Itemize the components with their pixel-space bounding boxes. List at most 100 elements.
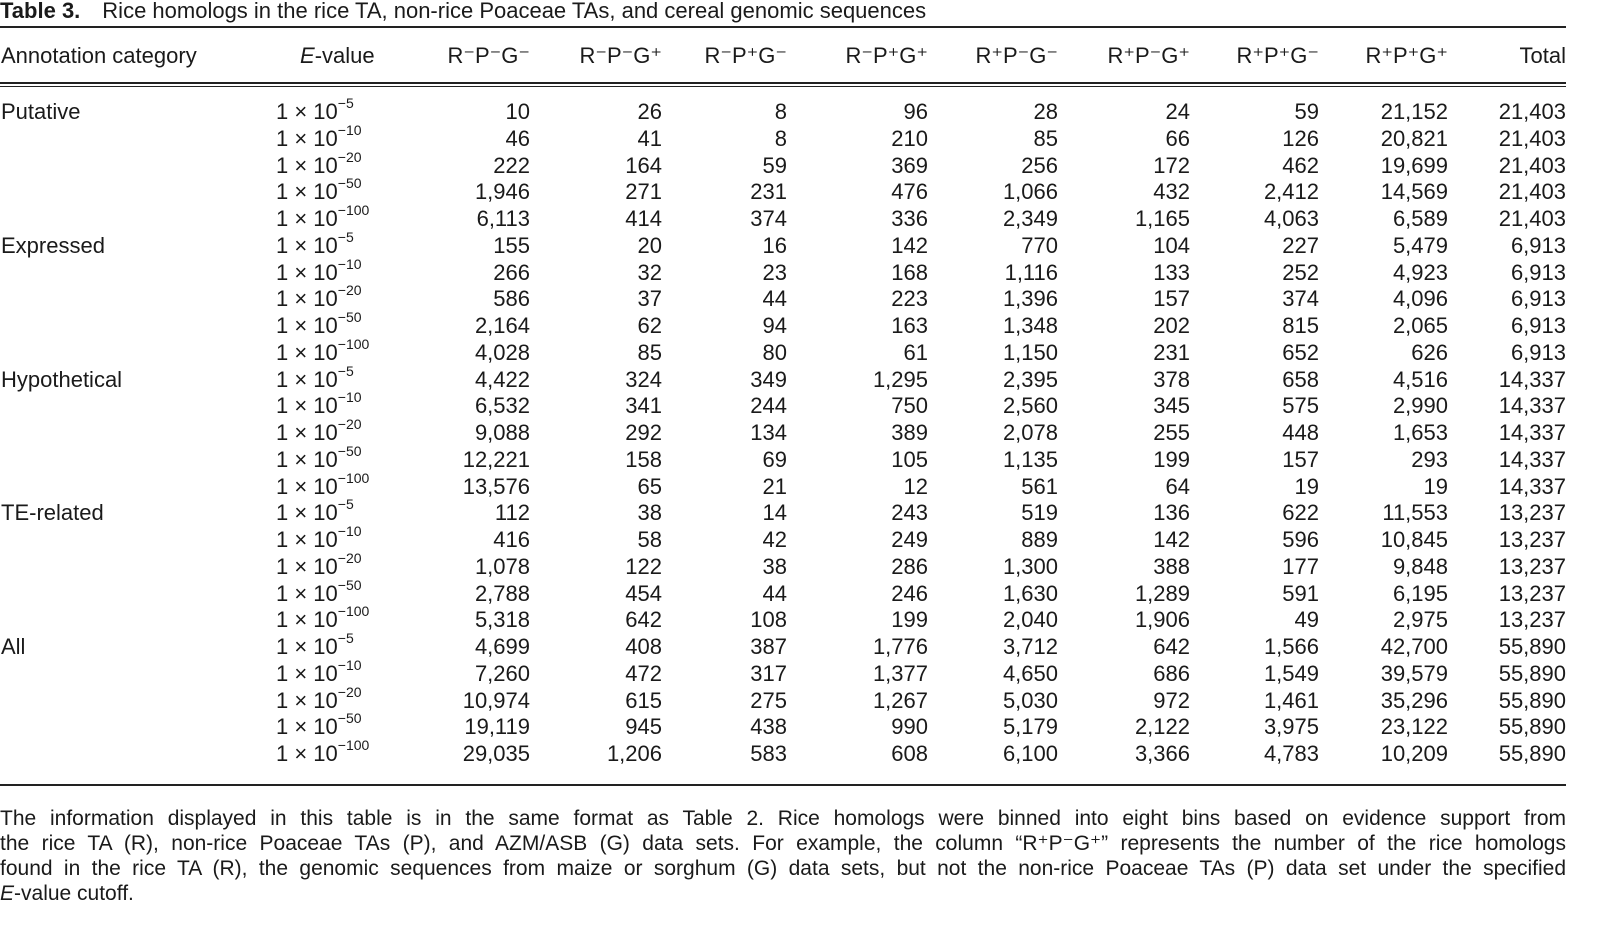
value-cell: 2,975: [1392, 607, 1448, 633]
value-cell: 416: [493, 527, 530, 552]
category-label: Putative: [1, 99, 81, 124]
category-label: Hypothetical: [1, 366, 123, 392]
evalue-exponent: −100: [337, 603, 370, 620]
value-cell: 14,337: [1498, 473, 1566, 499]
value-cell: 1,300: [1002, 553, 1058, 579]
evalue-cell: 1 × 10−20: [276, 149, 362, 179]
value-cell: 44: [762, 580, 787, 606]
value-cell: 1,653: [1392, 420, 1448, 445]
value-cell: 134: [750, 420, 787, 445]
evalue-exponent: −20: [337, 416, 362, 432]
value-cell: 1,906: [1134, 607, 1190, 633]
value-cell: 13,237: [1498, 580, 1566, 606]
value-cell: 199: [1153, 446, 1190, 472]
value-cell: 2,164: [474, 313, 530, 338]
value-cell: 374: [750, 206, 787, 231]
value-cell: 108: [750, 607, 787, 633]
value-cell: 155: [493, 232, 530, 258]
value-cell: 55,890: [1498, 660, 1566, 686]
table-row: Hypothetical 1 × 10−5 4,422 324 349 1,295 2,39…: [0, 363, 1602, 393]
value-cell: 10,845: [1380, 527, 1448, 552]
value-cell: 13,237: [1498, 607, 1566, 633]
evalue-base: 1 × 10: [276, 527, 338, 552]
evalue-cell: 1 × 10−50: [276, 443, 362, 473]
value-cell: 5,479: [1392, 232, 1448, 258]
table-row: 1 × 10−100 5,318 642 108 199 2,040 1,906 49 2,97…: [0, 603, 1602, 633]
value-cell: 177: [1282, 553, 1319, 579]
value-cell: 10,209: [1380, 741, 1448, 766]
evalue-base: 1 × 10: [276, 206, 338, 231]
value-cell: 275: [750, 687, 787, 713]
evalue-base: 1 × 10: [276, 660, 338, 686]
value-cell: 5,179: [1002, 714, 1058, 740]
value-cell: 1,377: [872, 660, 928, 686]
value-cell: 13,237: [1498, 553, 1566, 579]
value-cell: 6,113: [476, 206, 530, 231]
evalue-cell: 1 × 10−50: [276, 710, 362, 740]
header-rule: [0, 82, 1566, 84]
value-cell: 14,337: [1498, 393, 1566, 419]
value-cell: 3,712: [1002, 634, 1058, 659]
table-row: Putative 1 × 10−5 10 26 8 96 28 24 59 21,152 21,40…: [0, 95, 1602, 125]
value-cell: 59: [762, 152, 787, 178]
evalue-base: 1 × 10: [276, 313, 338, 338]
value-cell: 32: [637, 259, 662, 285]
value-cell: 2,788: [474, 580, 530, 606]
value-cell: 615: [625, 687, 662, 713]
evalue-cell: 1 × 10−20: [276, 550, 362, 580]
evalue-cell: 1 × 10−5: [276, 229, 354, 259]
footnote-line: E-value cutoff.: [0, 881, 1566, 906]
value-cell: 37: [637, 286, 662, 312]
value-cell: 462: [1282, 152, 1319, 178]
value-cell: 349: [750, 366, 787, 392]
value-cell: 11,553: [1382, 500, 1448, 526]
evalue-exponent: −10: [337, 121, 362, 138]
value-cell: 157: [1282, 446, 1319, 472]
value-cell: 21,403: [1498, 99, 1566, 124]
value-cell: 1,549: [1263, 660, 1319, 686]
column-header: R⁺P⁻G⁺: [1107, 43, 1190, 68]
table-row: 1 × 10−20 1,078 122 38 286 1,300 388 177 9,848 13…: [0, 550, 1602, 580]
evalue-base: 1 × 10: [276, 553, 338, 579]
value-cell: 815: [1282, 313, 1319, 338]
value-cell: 1,078: [474, 553, 530, 579]
value-cell: 770: [1021, 232, 1058, 258]
value-cell: 9,088: [474, 420, 530, 445]
value-cell: 387: [750, 634, 787, 659]
value-cell: 112: [494, 500, 530, 526]
value-cell: 1,348: [1002, 313, 1058, 338]
value-cell: 2,395: [1002, 366, 1058, 392]
evalue-exponent: −10: [337, 523, 362, 539]
value-cell: 608: [891, 741, 928, 766]
evalue-exponent: −50: [337, 710, 362, 727]
value-cell: 21,403: [1498, 152, 1566, 178]
column-header: R⁻P⁻G⁻: [447, 43, 530, 68]
evalue-base: 1 × 10: [276, 125, 338, 151]
value-cell: 7,260: [474, 660, 530, 686]
value-cell: 256: [1021, 152, 1058, 178]
table-row: 1 × 10−100 13,576 65 21 12 561 64 19 19 14,337: [0, 470, 1602, 500]
value-cell: 2,065: [1392, 313, 1448, 338]
table-label: Table 3.: [0, 0, 81, 23]
value-cell: 388: [1153, 553, 1190, 579]
bottom-rule: [0, 784, 1566, 786]
value-cell: 46: [505, 125, 530, 151]
value-cell: 94: [762, 313, 787, 338]
value-cell: 20,821: [1380, 125, 1448, 151]
value-cell: 21: [762, 473, 787, 499]
evalue-cell: 1 × 10−100: [276, 470, 369, 500]
value-cell: 336: [891, 206, 928, 231]
value-cell: 21,403: [1498, 179, 1566, 205]
value-cell: 341: [625, 393, 662, 419]
value-cell: 21,403: [1498, 206, 1566, 231]
value-cell: 24: [1165, 99, 1190, 124]
value-cell: 13,576: [462, 473, 530, 499]
value-cell: 8: [774, 99, 787, 124]
value-cell: 42,700: [1380, 634, 1448, 659]
value-cell: 69: [762, 446, 787, 472]
value-cell: 5,318: [474, 607, 530, 633]
table-row: 1 × 10−10 6,532 341 244 750 2,560 345 575 2,990 1…: [0, 389, 1602, 419]
value-cell: 21,403: [1498, 125, 1566, 151]
evalue-base: 1 × 10: [276, 446, 338, 472]
value-cell: 246: [891, 580, 928, 606]
